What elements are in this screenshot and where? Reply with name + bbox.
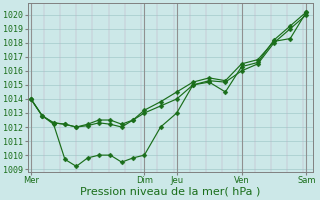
X-axis label: Pression niveau de la mer( hPa ): Pression niveau de la mer( hPa ) — [80, 187, 260, 197]
